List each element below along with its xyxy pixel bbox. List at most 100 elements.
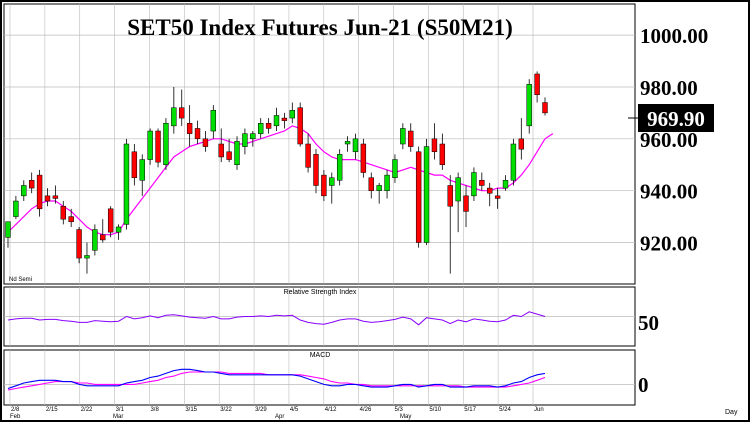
- rsi-title: Relative Strength Index: [284, 289, 357, 296]
- candle-down: [321, 169, 327, 202]
- candle-body: [218, 143, 224, 158]
- x-tick-label: 4/26: [360, 407, 372, 413]
- candle-body: [526, 84, 532, 127]
- rsi-tick-label: 50: [638, 311, 659, 335]
- candle-up: [423, 138, 430, 246]
- x-tick-label: 3/22: [220, 407, 232, 413]
- candle-body: [431, 138, 438, 153]
- candle-body: [210, 110, 217, 132]
- candle-body: [155, 130, 161, 163]
- candle-body: [234, 141, 240, 165]
- candle-body: [321, 174, 327, 197]
- candle-body: [202, 138, 209, 147]
- sma-line-layer: [7, 125, 554, 236]
- candle-body: [107, 208, 114, 233]
- candle-body: [336, 154, 343, 181]
- candle-body: [171, 107, 177, 127]
- candle-body: [84, 255, 90, 259]
- candle-body: [344, 141, 351, 145]
- candle-up: [171, 86, 177, 134]
- candle-body: [226, 151, 232, 160]
- candle-body: [423, 146, 430, 243]
- candle-up: [163, 118, 169, 170]
- x-tick-label: Jun: [534, 407, 544, 413]
- candle-body: [147, 130, 153, 160]
- x-tick-label: 3/15: [185, 407, 197, 413]
- candle-up: [344, 136, 351, 152]
- price-panel: [3, 3, 636, 285]
- candle-down: [36, 169, 43, 217]
- candle-up: [329, 172, 335, 204]
- candle-body: [542, 102, 548, 114]
- candle-body: [60, 205, 66, 220]
- candle-up: [123, 138, 130, 230]
- candle-down: [155, 128, 161, 168]
- price-tick-label: 940.00: [640, 180, 698, 204]
- candle-up: [526, 79, 532, 134]
- corner-note: Nd Semi: [9, 277, 32, 283]
- candle-up: [92, 224, 98, 256]
- candle-down: [194, 120, 201, 144]
- candle-body: [265, 123, 272, 129]
- candle-down: [52, 185, 59, 204]
- x-tick-label: 2/8: [11, 407, 20, 413]
- candle-down: [534, 71, 540, 103]
- candle-down: [100, 219, 106, 243]
- x-tick-label: 3/1: [116, 407, 125, 413]
- candle-body: [21, 185, 27, 197]
- candle-body: [194, 128, 201, 140]
- candle-body: [242, 133, 248, 147]
- candle-down: [76, 226, 82, 264]
- candle-body: [471, 172, 477, 197]
- candle-up: [13, 195, 19, 220]
- candle-down: [305, 133, 311, 173]
- x-tick-label: 2/22: [81, 407, 93, 413]
- candle-up: [384, 169, 390, 199]
- candle-up: [250, 131, 256, 147]
- candle-body: [305, 143, 311, 168]
- candle-up: [21, 180, 27, 202]
- macd-title: MACD: [310, 352, 331, 359]
- candle-down: [281, 112, 288, 129]
- candle-body: [44, 195, 51, 202]
- month-label: Apr: [275, 414, 284, 420]
- rsi-layer: [7, 311, 546, 326]
- candle-up: [471, 167, 477, 202]
- x-tick-label: 5/10: [429, 407, 441, 413]
- x-tick-label: 3/29: [255, 407, 267, 413]
- candle-body: [52, 195, 59, 199]
- candle-body: [36, 174, 43, 210]
- x-tick-label: 5/17: [464, 407, 476, 413]
- candle-up: [84, 242, 90, 274]
- candle-up: [289, 102, 295, 124]
- x-tick-label: 5/24: [499, 407, 511, 413]
- candle-body: [502, 180, 509, 189]
- candle-up: [210, 105, 217, 139]
- candle-up: [502, 175, 509, 191]
- candle-body: [447, 185, 453, 207]
- candle-body: [408, 130, 414, 147]
- candle-up: [376, 182, 382, 204]
- candle-down: [408, 123, 414, 152]
- candle-down: [107, 206, 114, 238]
- x-axis: 2/8 2/15 2/22 3/1 3/8 3/15 3/22 3/29 4/5 4/12 4/26…: [10, 407, 544, 420]
- candle-down: [60, 201, 66, 225]
- candle-body: [13, 200, 19, 217]
- candle-body: [250, 133, 256, 140]
- price-tick-label: 980.00: [640, 76, 698, 100]
- candle-body: [463, 195, 469, 212]
- candle-down: [542, 97, 548, 116]
- candle-down: [68, 208, 74, 227]
- candle-down: [186, 105, 193, 147]
- candle-down: [265, 118, 272, 134]
- candle-body: [384, 174, 390, 191]
- candle-body: [297, 107, 303, 145]
- candle-body: [5, 221, 11, 238]
- candle-down: [518, 118, 525, 160]
- candle-body: [289, 110, 295, 119]
- macd-line: [7, 368, 546, 390]
- candle-down: [487, 182, 493, 207]
- x-tick-label: 2/15: [46, 407, 58, 413]
- chart-title: SET50 Index Futures Jun-21 (S50M21): [127, 15, 513, 40]
- macd-tick-label: 0: [638, 373, 649, 397]
